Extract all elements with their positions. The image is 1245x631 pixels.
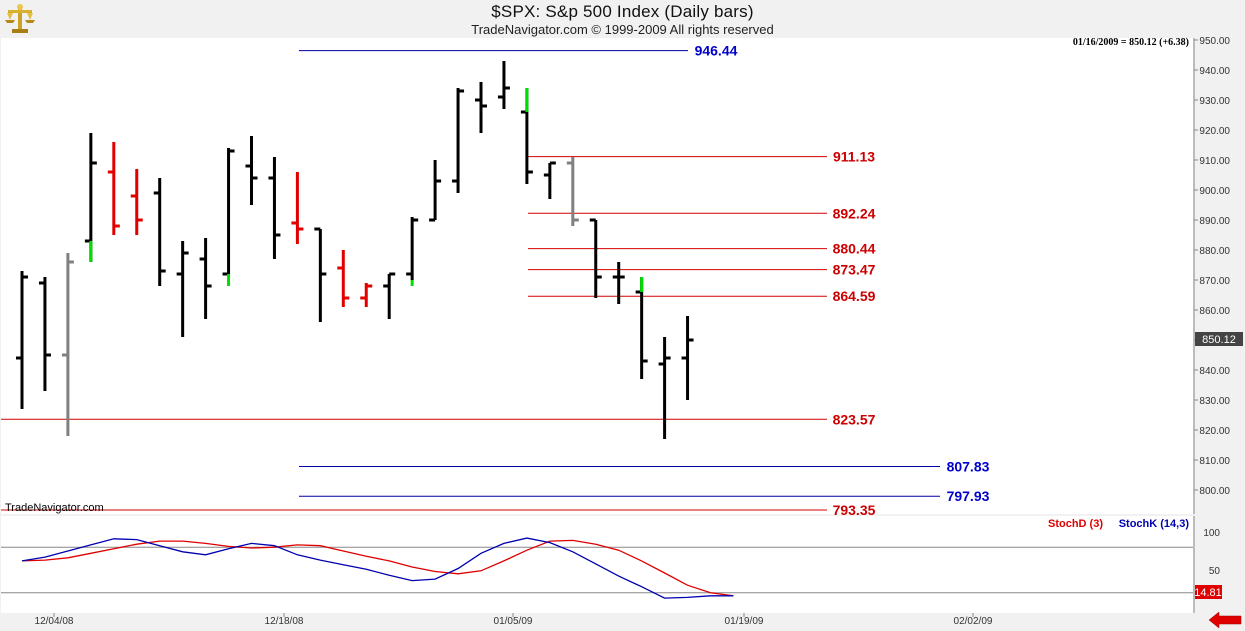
price-tick-label: 820.00 [1199, 426, 1230, 437]
level-label: 880.44 [833, 241, 876, 257]
chart-title: $SPX: S&p 500 Index (Daily bars) [491, 2, 754, 21]
date-label: 02/02/09 [954, 616, 993, 627]
level-label: 911.13 [833, 149, 875, 165]
date-label: 01/05/09 [494, 616, 533, 627]
stoch-marker: 14.81 [1194, 585, 1222, 599]
price-tick-label: 940.00 [1199, 66, 1230, 77]
stoch-k-line [21, 537, 734, 599]
brass-scale-icon[interactable] [4, 3, 36, 35]
price-marker-label: 850.12 [1202, 334, 1236, 346]
price-marker: 850.12 [1195, 332, 1243, 346]
date-label: 01/19/09 [725, 616, 764, 627]
price-tick-label: 840.00 [1199, 366, 1230, 377]
stochastic-lines [21, 537, 734, 599]
level-lines: 946.44 911.13 892.24 880.44 873.47 864.59 823.… [1, 43, 990, 518]
watermark: TradeNavigator.com [5, 502, 104, 514]
level-label: 823.57 [833, 411, 876, 427]
stoch-d-line [21, 539, 734, 597]
level-label: 793.35 [833, 502, 876, 518]
last-bar-info: 01/16/2009 = 850.12 (+6.38) [1073, 37, 1189, 48]
left-arrow-icon[interactable] [1208, 611, 1242, 629]
price-tick-label: 920.00 [1199, 126, 1230, 137]
level-label: 797.93 [947, 488, 990, 504]
level-label: 946.44 [695, 43, 738, 59]
date-label: 12/18/08 [265, 616, 304, 627]
price-bars [16, 61, 694, 439]
price-tick-label: 930.00 [1199, 96, 1230, 107]
stoch-d-legend: StochD (3) [1048, 518, 1103, 530]
date-axis: 12/04/08 12/18/08 01/05/09 01/19/09 02/02/09 [35, 613, 993, 627]
level-label: 873.47 [833, 262, 876, 278]
guide-lines [1, 546, 1193, 594]
stoch-tick-label: 100 [1203, 528, 1220, 539]
price-tick-label: 890.00 [1199, 216, 1230, 227]
copyright-text: TradeNavigator.com © 1999-2009 All right… [471, 22, 774, 37]
price-tick-label: 810.00 [1199, 456, 1230, 467]
level-label: 807.83 [947, 459, 990, 475]
stoch-k-legend: StochK (14,3) [1119, 518, 1190, 530]
level-label: 864.59 [833, 288, 876, 304]
price-tick-label: 900.00 [1199, 186, 1230, 197]
stoch-tick-label: 50 [1209, 566, 1221, 577]
price-tick-label: 870.00 [1199, 276, 1230, 287]
stoch-marker-label: 14.81 [1194, 587, 1222, 599]
price-tick-label: 910.00 [1199, 156, 1230, 167]
price-tick-label: 830.00 [1199, 396, 1230, 407]
date-label: 12/04/08 [35, 616, 74, 627]
price-tick-label: 860.00 [1199, 306, 1230, 317]
price-axis: 800.00810.00820.00830.00840.00850.00860.… [1193, 36, 1230, 613]
price-tick-label: 880.00 [1199, 246, 1230, 257]
level-label: 892.24 [833, 205, 876, 221]
price-tick-label: 950.00 [1199, 36, 1230, 47]
price-tick-label: 800.00 [1199, 486, 1230, 497]
